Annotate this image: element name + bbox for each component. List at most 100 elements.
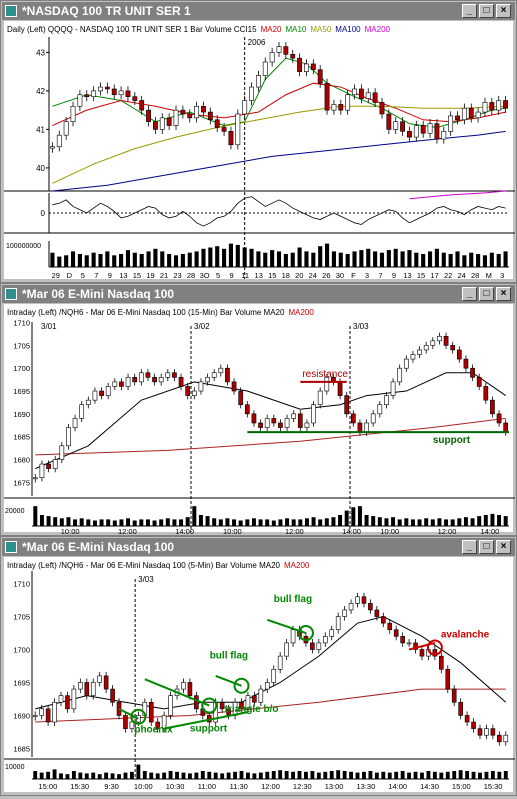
volume-bar	[457, 518, 462, 526]
price-bar	[368, 603, 373, 611]
x-tick-label: 9:30	[104, 782, 119, 791]
price-bar	[264, 682, 270, 690]
daily-chart-svg[interactable]: Daily (Left) QQQQ - NASDAQ 100 TR UNIT S…	[4, 21, 515, 281]
x-tick-label: D	[67, 271, 73, 280]
volume-bar	[91, 772, 96, 779]
close-button[interactable]: ×	[496, 287, 511, 301]
price-bar	[180, 109, 186, 115]
x-tick-label: 14:30	[420, 782, 439, 791]
chart-area[interactable]: Daily (Left) QQQQ - NASDAQ 100 TR UNIT S…	[4, 21, 515, 281]
price-bar	[58, 695, 64, 703]
price-bar	[342, 609, 347, 617]
window-titlebar[interactable]: *NASDAQ 100 TR UNIT SER 1 _ □ ×	[2, 2, 515, 20]
volume-bar	[270, 250, 275, 267]
volume-bar	[278, 519, 283, 526]
price-bar	[441, 131, 447, 140]
price-bar	[198, 381, 204, 392]
window-title: *Mar 06 E-Mini Nasdaq 100	[22, 287, 175, 301]
x-tick-label: 19	[146, 271, 154, 280]
price-bar	[242, 100, 248, 115]
chart-window-icon[interactable]	[5, 541, 17, 553]
maximize-button[interactable]: □	[479, 287, 494, 301]
volume-bar	[165, 518, 170, 526]
price-bar	[110, 688, 115, 703]
maximize-button[interactable]: □	[479, 4, 494, 18]
x-tick-label: 30	[336, 271, 344, 280]
minimize-button[interactable]: _	[462, 287, 477, 301]
volume-bar	[285, 518, 290, 526]
volume-bar	[251, 518, 256, 526]
intraday-5min-chart-svg[interactable]: Intraday (Left) /NQH6 - Mar 06 E-Mini Na…	[4, 557, 515, 794]
price-bar	[297, 57, 303, 72]
volume-bar	[105, 251, 110, 267]
price-bar	[503, 100, 508, 109]
price-bar	[407, 131, 412, 138]
price-bar	[496, 413, 502, 424]
price-bar	[70, 106, 76, 123]
support-label: support	[433, 435, 471, 446]
x-tick-label: 9	[230, 271, 234, 280]
price-bar	[386, 113, 392, 130]
window-titlebar[interactable]: *Mar 06 E-Mini Nasdaq 100 _ □ ×	[2, 538, 515, 556]
x-tick-label: 28	[471, 271, 479, 280]
volume-bar	[394, 771, 399, 779]
volume-bar	[304, 518, 309, 526]
minimize-button[interactable]: _	[462, 540, 477, 554]
volume-bar	[477, 516, 482, 526]
volume-bar	[207, 771, 212, 779]
volume-bar	[104, 772, 109, 779]
close-button[interactable]: ×	[496, 540, 511, 554]
volume-bar	[490, 513, 495, 526]
price-bar	[284, 642, 289, 657]
price-bar	[221, 127, 227, 132]
volume-bar	[98, 254, 103, 267]
volume-bar	[160, 251, 165, 267]
price-bar	[445, 668, 451, 690]
volume-bar	[233, 771, 237, 779]
volume-bar	[152, 520, 157, 526]
volume-bar	[445, 771, 450, 779]
x-tick-label: 13:00	[325, 782, 344, 791]
volume-bar	[374, 772, 379, 779]
price-bar	[85, 399, 91, 406]
intraday-15min-chart-svg[interactable]: Intraday (Left) /NQH6 - Mar 06 E-Mini Na…	[4, 304, 515, 536]
cci-line	[52, 196, 506, 227]
price-bar	[393, 121, 399, 130]
x-tick-label: 26	[322, 271, 330, 280]
price-bar	[400, 121, 406, 132]
price-bar	[249, 86, 254, 101]
close-button[interactable]: ×	[496, 4, 511, 18]
volume-bar	[366, 248, 371, 267]
price-bar	[324, 82, 330, 111]
chart-area[interactable]: Intraday (Left) /NQH6 - Mar 06 E-Mini Na…	[4, 557, 515, 794]
chart-area[interactable]: Intraday (Left) /NQH6 - Mar 06 E-Mini Na…	[4, 304, 515, 536]
window-titlebar[interactable]: *Mar 06 E-Mini Nasdaq 100 _ □ ×	[2, 285, 515, 303]
volume-bar	[407, 250, 412, 267]
maximize-button[interactable]: □	[479, 540, 494, 554]
chart-window-icon[interactable]	[5, 288, 17, 300]
price-bar	[32, 477, 38, 480]
x-tick-label: 21	[160, 271, 168, 280]
price-bar	[329, 629, 335, 637]
price-bar	[178, 377, 184, 387]
x-tick-label: 5	[81, 271, 85, 280]
price-bar	[63, 121, 69, 136]
price-bar	[138, 372, 144, 383]
price-bar	[148, 701, 154, 723]
x-tick-label: 18	[282, 271, 290, 280]
volume-bar	[239, 771, 244, 779]
volume-bar	[377, 517, 382, 526]
volume-bar	[79, 518, 84, 526]
minimize-button[interactable]: _	[462, 4, 477, 18]
volume-bar	[218, 519, 223, 526]
volume-bar	[304, 251, 309, 267]
volume-bar	[179, 519, 184, 526]
volume-bar	[112, 520, 117, 526]
volume-bar	[70, 251, 76, 267]
volume-bar	[271, 520, 276, 526]
chart-window-icon[interactable]	[5, 5, 17, 17]
price-bar	[344, 395, 350, 415]
price-bar	[104, 86, 110, 90]
price-bar	[56, 134, 62, 148]
price-bar	[397, 367, 403, 383]
